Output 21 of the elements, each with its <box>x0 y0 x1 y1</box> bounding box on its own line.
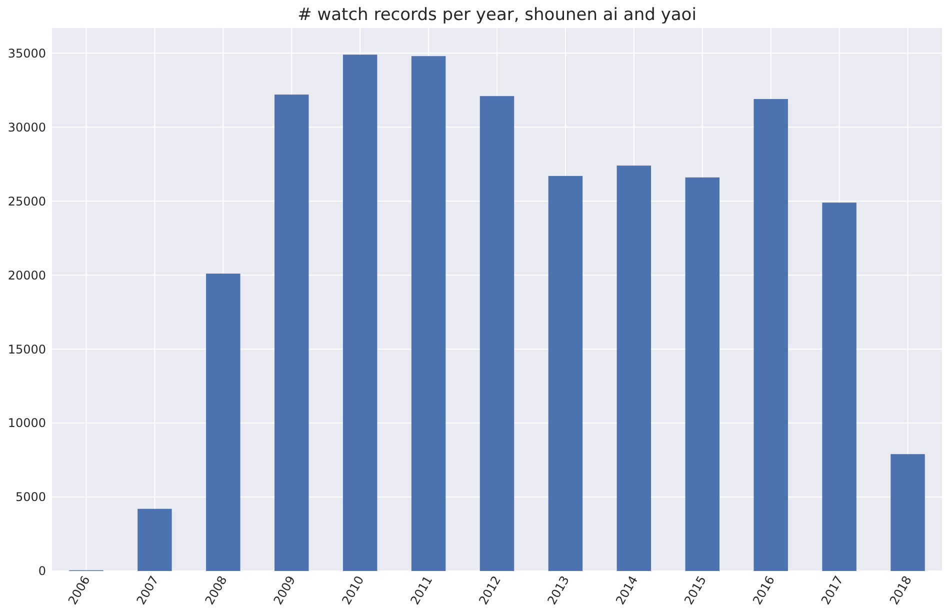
bar <box>138 508 172 571</box>
y-tick-label: 35000 <box>8 46 46 60</box>
y-tick-label: 5000 <box>15 490 46 504</box>
y-tick-label: 0 <box>38 564 46 578</box>
bar <box>685 177 720 571</box>
bar <box>548 176 583 571</box>
bar <box>342 54 378 571</box>
bar <box>274 94 309 571</box>
bar <box>616 166 652 571</box>
bar <box>890 454 925 571</box>
y-tick-label: 20000 <box>8 268 46 282</box>
bar <box>754 99 788 571</box>
bar <box>822 202 856 571</box>
bar <box>206 274 240 571</box>
bar <box>480 96 514 571</box>
y-tick-label: 15000 <box>8 342 46 356</box>
y-tick-label: 10000 <box>8 416 46 430</box>
chart-title: # watch records per year, shounen ai and yaoi <box>298 5 696 25</box>
bar <box>411 56 446 571</box>
y-tick-label: 25000 <box>8 194 46 208</box>
y-tick-label: 30000 <box>8 120 46 134</box>
